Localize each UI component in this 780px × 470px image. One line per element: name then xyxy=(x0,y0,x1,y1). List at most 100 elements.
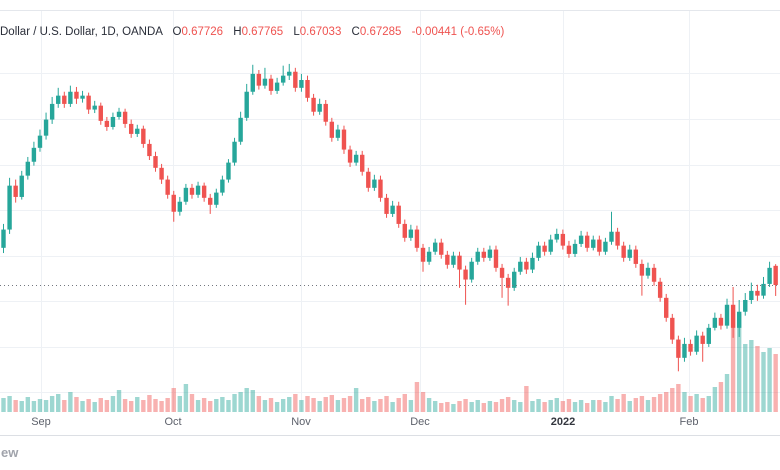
symbol-legend[interactable]: Dollar / U.S. Dollar, 1D, OANDA O0.67726… xyxy=(0,26,504,38)
volume-bar xyxy=(128,401,134,412)
tradingview-logo[interactable]: ew xyxy=(1,445,19,460)
candle-wick xyxy=(641,259,643,296)
candle-body xyxy=(378,179,383,198)
volume-bar xyxy=(287,397,292,412)
candle-body xyxy=(323,103,328,122)
volume-bar xyxy=(366,397,371,412)
volume-bar xyxy=(664,392,669,412)
volume-bar xyxy=(189,394,195,412)
time-axis[interactable]: Sep Oct Nov Dec 2022 Feb xyxy=(0,414,780,434)
volume-bar xyxy=(183,384,189,412)
candle-body xyxy=(426,251,432,262)
candle-body xyxy=(183,187,189,202)
volume-bar xyxy=(755,346,760,412)
volume-bar xyxy=(718,382,724,412)
candle-body xyxy=(396,205,401,224)
volume-bar xyxy=(13,400,18,412)
candle-body xyxy=(104,120,110,127)
volume-bar xyxy=(578,400,584,412)
volume-bar xyxy=(274,402,280,412)
candle-body xyxy=(603,241,608,252)
candle-body xyxy=(451,255,456,265)
candle-body xyxy=(542,245,547,252)
candle-body xyxy=(597,239,602,252)
volume-bar xyxy=(220,397,225,412)
volume-bar xyxy=(469,402,474,412)
volume-bar xyxy=(651,397,657,412)
candle-body xyxy=(317,103,322,112)
candle-body xyxy=(682,343,687,358)
volume-bar xyxy=(80,401,85,412)
candle-body xyxy=(736,311,742,328)
volume-bar xyxy=(305,396,310,412)
volume-bar xyxy=(378,399,383,412)
volume-bar xyxy=(445,402,450,412)
volume-bar xyxy=(475,400,480,412)
candle-body xyxy=(420,247,426,262)
time-tick-nov: Nov xyxy=(291,416,311,428)
volume-bar xyxy=(92,402,97,412)
volume-bar xyxy=(19,401,24,412)
candle-body xyxy=(688,343,693,352)
candle-wick xyxy=(459,251,460,288)
volume-bar xyxy=(214,399,219,412)
candle-body xyxy=(311,97,316,112)
candle-body xyxy=(724,304,730,326)
volume-bar xyxy=(487,401,493,412)
volume-bar xyxy=(353,388,359,412)
candle-wick xyxy=(264,67,266,89)
volume-bar xyxy=(177,396,183,412)
change-value: -0.00441 (-0.65%) xyxy=(411,26,505,38)
candle-body xyxy=(226,162,231,180)
volume-bar xyxy=(414,382,420,412)
candle-body xyxy=(639,263,645,276)
candle-body xyxy=(505,277,511,288)
high-value: 0.67765 xyxy=(241,26,284,38)
candle-body xyxy=(299,80,304,88)
candle-body xyxy=(287,71,292,76)
price-chart-canvas[interactable] xyxy=(0,0,780,436)
candle-body xyxy=(13,185,18,197)
volume-bar xyxy=(512,400,517,412)
volume-bar xyxy=(542,402,547,412)
volume-bar xyxy=(682,392,687,412)
candle-body xyxy=(439,242,444,255)
volume-bar xyxy=(603,402,608,412)
volume-bar xyxy=(25,397,31,412)
volume-bar xyxy=(341,398,347,412)
widget-footer: ew xyxy=(0,443,780,470)
volume-bar xyxy=(347,396,353,412)
volume-bar xyxy=(62,400,67,412)
symbol-title[interactable]: Dollar / U.S. Dollar, 1D, OANDA xyxy=(0,26,163,38)
volume-bar xyxy=(293,394,298,412)
candle-body xyxy=(621,245,626,258)
candle-body xyxy=(481,251,487,258)
candle-body xyxy=(730,304,736,328)
volume-bar xyxy=(104,400,110,412)
widget-top-border xyxy=(0,10,780,11)
volume-bar xyxy=(171,388,176,412)
volume-bar xyxy=(724,374,730,412)
low-label: L xyxy=(293,26,300,38)
candle-body xyxy=(122,111,128,124)
candle-body xyxy=(329,121,335,138)
volume-bar xyxy=(201,398,207,412)
volume-bar xyxy=(420,392,426,412)
candle-body xyxy=(280,75,286,83)
candle-body xyxy=(767,267,772,284)
candle-body xyxy=(645,267,651,276)
volume-bar xyxy=(591,400,596,412)
volume-bar xyxy=(49,396,55,412)
candle-body xyxy=(578,235,584,244)
candle-body xyxy=(524,261,529,270)
candle-body xyxy=(536,245,541,258)
volume-bar xyxy=(670,388,675,412)
candle-body xyxy=(116,111,122,117)
volume-layer xyxy=(1,310,778,412)
volume-bar xyxy=(499,399,505,412)
candle-body xyxy=(584,235,590,248)
candle-body xyxy=(560,233,566,246)
volume-bar xyxy=(566,399,572,412)
candle-body xyxy=(68,91,73,104)
candles-layer xyxy=(1,63,778,372)
